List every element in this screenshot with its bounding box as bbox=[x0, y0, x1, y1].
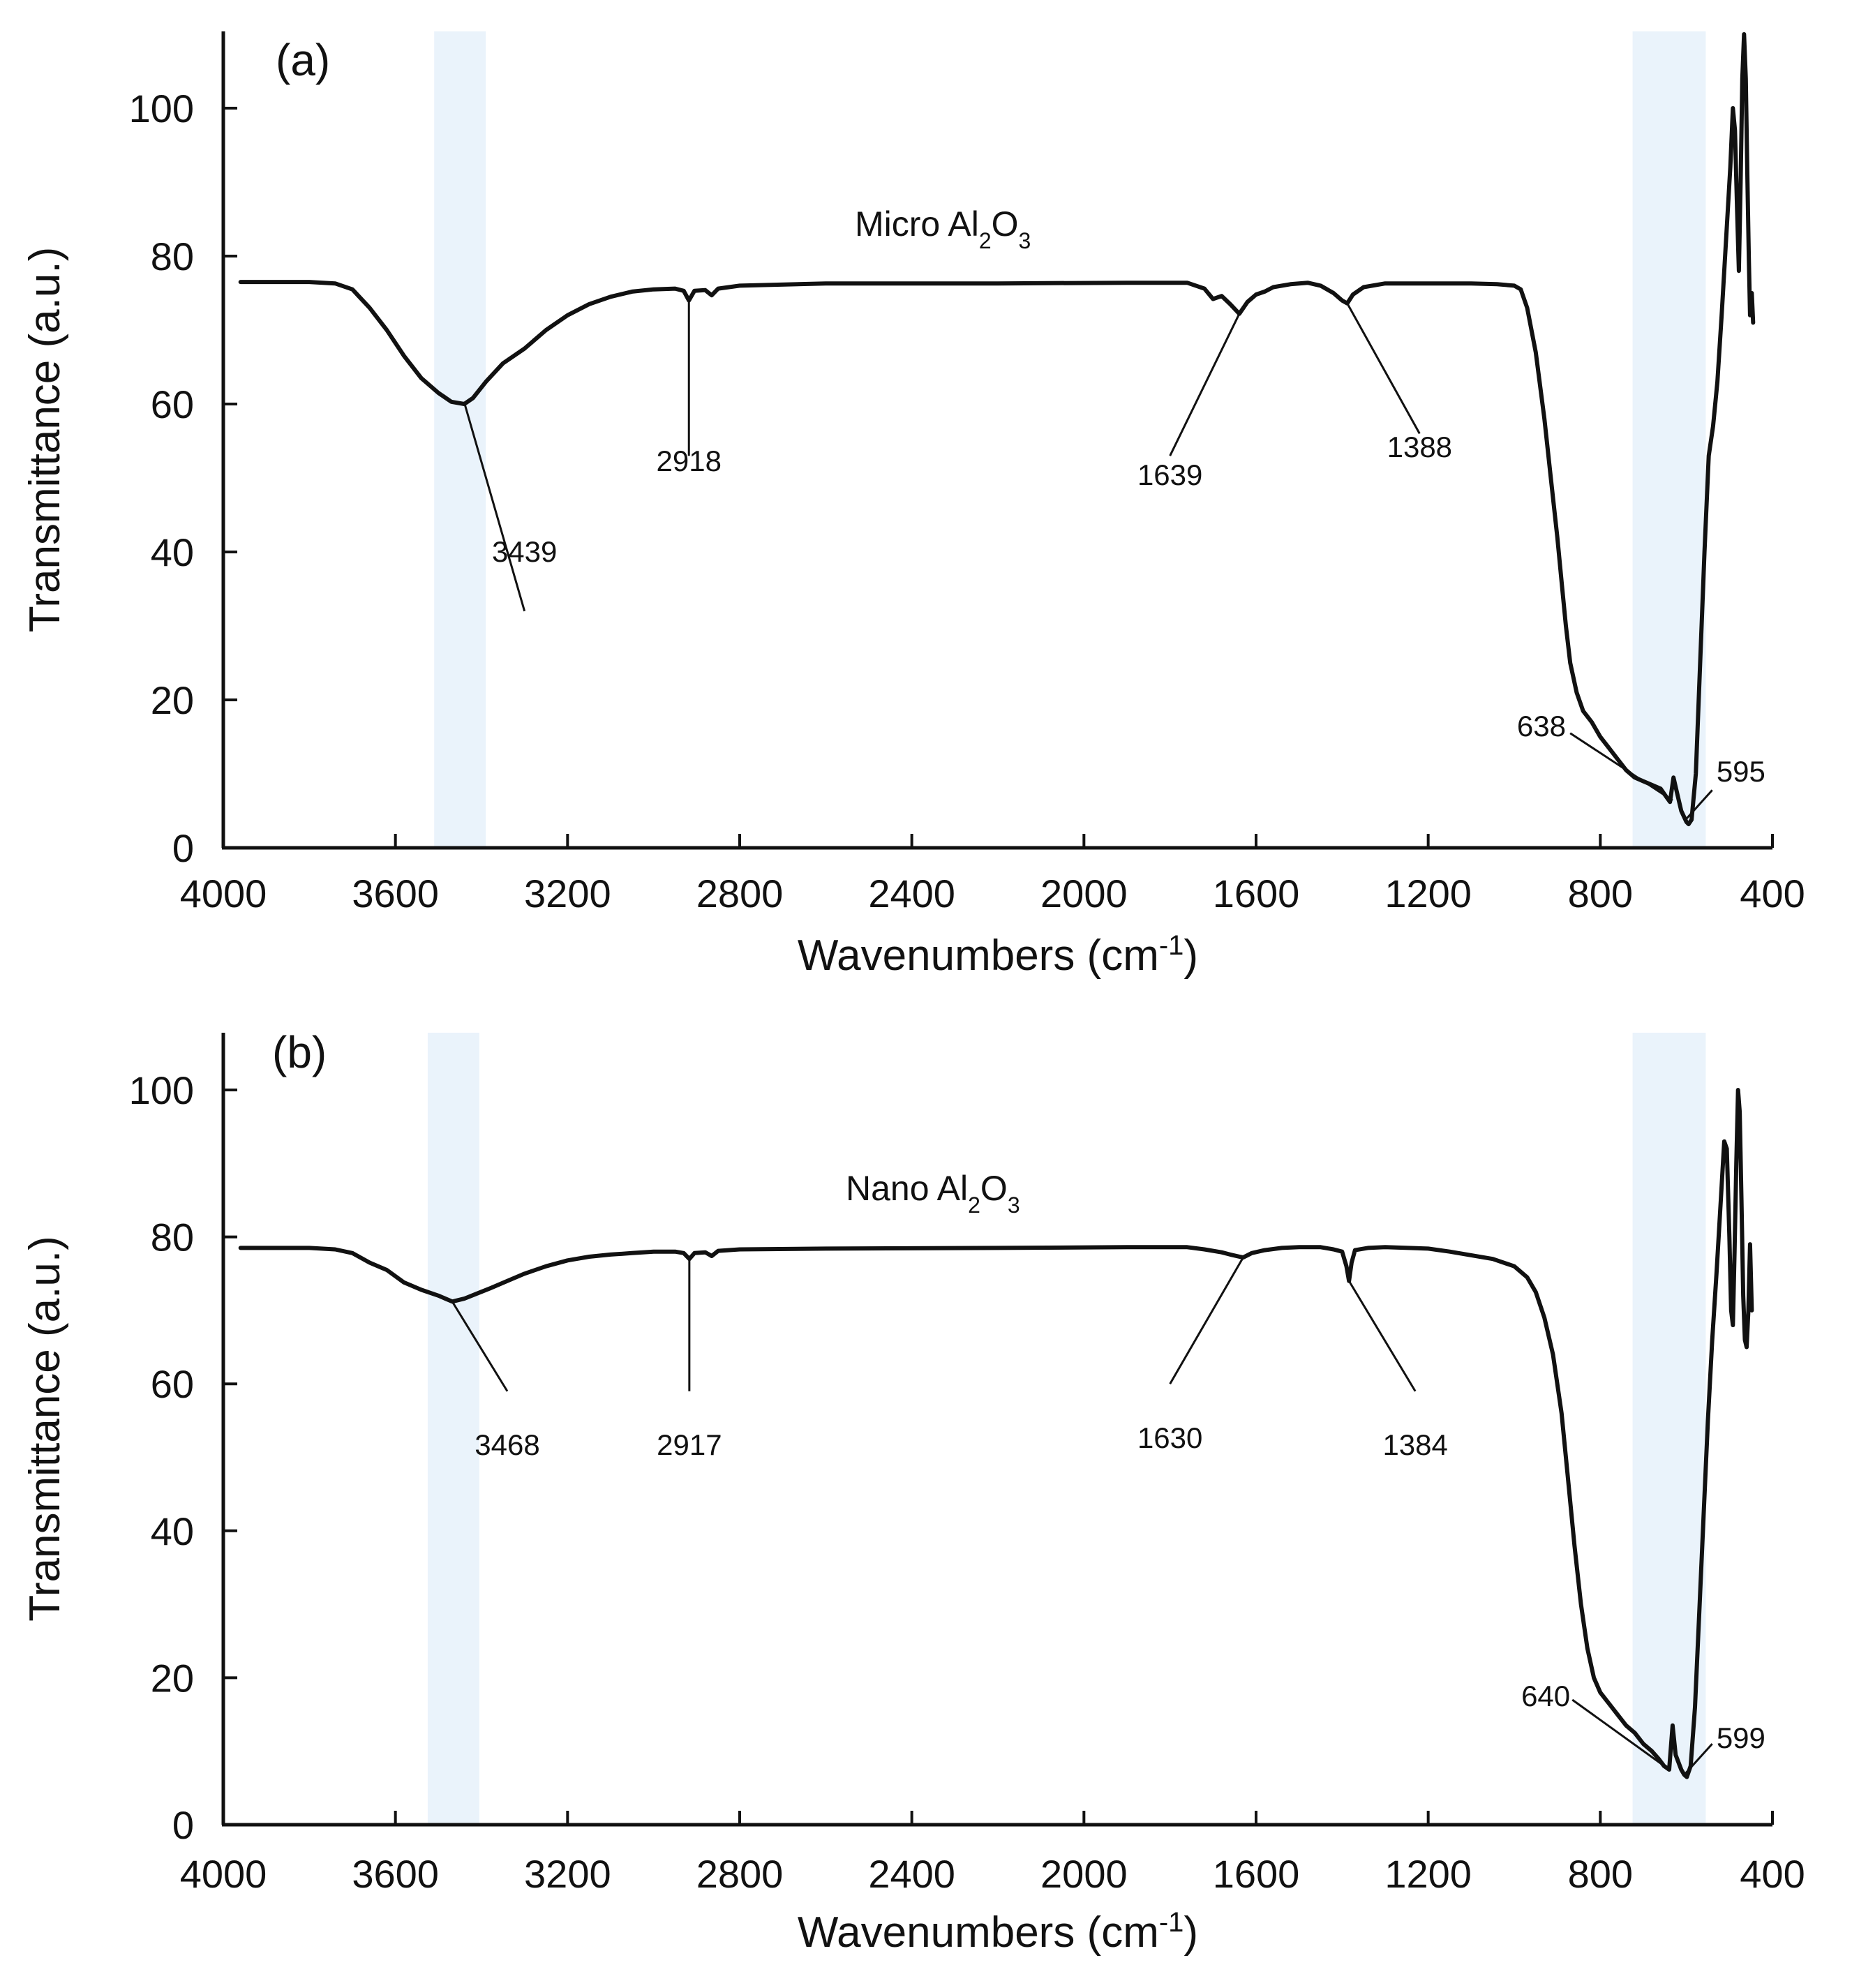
x-tick-label: 2000 bbox=[1040, 1852, 1128, 1896]
x-tick-label: 2400 bbox=[868, 1852, 955, 1896]
peak-label: 599 bbox=[1717, 1721, 1765, 1754]
panel-label: (b) bbox=[272, 1027, 327, 1077]
peak-leader-line bbox=[1169, 1257, 1244, 1384]
x-tick-label: 3200 bbox=[524, 872, 611, 915]
x-axis-title: Wavenumbers (cm-1) bbox=[798, 1907, 1198, 1957]
x-tick-label: 2400 bbox=[868, 872, 955, 915]
y-tick-label: 80 bbox=[151, 234, 194, 278]
spectrum-line bbox=[238, 32, 1756, 827]
x-tick-label: 1600 bbox=[1213, 872, 1300, 915]
peak-leader-line bbox=[1569, 732, 1673, 802]
x-tick-label: 1200 bbox=[1384, 872, 1472, 915]
x-tick-label: 2800 bbox=[696, 872, 784, 915]
peak-label: 3439 bbox=[492, 535, 557, 568]
y-tick-label: 0 bbox=[172, 1803, 194, 1847]
shaded-band bbox=[427, 1033, 479, 1825]
x-tick-label: 2000 bbox=[1040, 872, 1128, 915]
x-tick-label: 3600 bbox=[352, 1852, 439, 1896]
peak-label: 595 bbox=[1717, 755, 1765, 788]
x-tick-label: 1600 bbox=[1213, 1852, 1300, 1896]
y-tick-label: 60 bbox=[151, 382, 194, 426]
peak-label: 638 bbox=[1517, 710, 1566, 742]
spectrum-line bbox=[238, 1088, 1754, 1779]
peak-label: 2917 bbox=[657, 1428, 722, 1461]
series-name-label: Nano Al2O3 bbox=[846, 1169, 1020, 1218]
peak-label: 640 bbox=[1521, 1680, 1570, 1712]
x-tick-label: 400 bbox=[1740, 1852, 1805, 1896]
y-tick-label: 40 bbox=[151, 1509, 194, 1553]
peak-label: 1384 bbox=[1382, 1428, 1447, 1461]
peak-leader-line bbox=[1571, 1698, 1669, 1770]
peak-label: 1388 bbox=[1387, 431, 1452, 463]
y-tick-label: 40 bbox=[151, 530, 194, 574]
x-axis-title: Wavenumbers (cm-1) bbox=[798, 930, 1198, 980]
shaded-band bbox=[434, 31, 486, 848]
peak-label: 2918 bbox=[657, 444, 722, 477]
y-axis-title: Transmittance (a.u.) bbox=[21, 247, 69, 632]
x-tick-label: 4000 bbox=[180, 1852, 267, 1896]
y-tick-label: 20 bbox=[151, 1656, 194, 1700]
shaded-band bbox=[1632, 31, 1706, 848]
peak-leader-line bbox=[1683, 789, 1713, 822]
y-axis-title: Transmittance (a.u.) bbox=[21, 1236, 69, 1621]
y-tick-label: 0 bbox=[172, 826, 194, 870]
peak-leader-line bbox=[463, 403, 526, 612]
x-tick-label: 4000 bbox=[180, 872, 267, 915]
y-tick-label: 60 bbox=[151, 1362, 194, 1406]
panel-label: (a) bbox=[276, 35, 330, 85]
x-tick-label: 3600 bbox=[352, 872, 439, 915]
chart-panel-a: 0 20 40 60 80 100 4000 3600 3200 2800 2400 2000 1600… bbox=[21, 31, 1805, 980]
peak-label: 1630 bbox=[1137, 1421, 1202, 1454]
peak-label: 1639 bbox=[1137, 458, 1202, 491]
x-tick-label: 1200 bbox=[1384, 1852, 1472, 1896]
y-tick-label: 80 bbox=[151, 1216, 194, 1260]
y-tick-label: 100 bbox=[129, 1068, 194, 1112]
peak-label: 3468 bbox=[475, 1428, 539, 1461]
chart-panel-b: 0 20 40 60 80 100 4000 3600 3200 2800 2400 2000 1600… bbox=[21, 1027, 1805, 1957]
x-tick-label: 400 bbox=[1740, 872, 1805, 915]
series-name-label: Micro Al2O3 bbox=[855, 204, 1031, 253]
x-tick-label: 2800 bbox=[696, 1852, 784, 1896]
peak-leader-line bbox=[451, 1301, 509, 1392]
peak-leader-line bbox=[1347, 1280, 1417, 1392]
x-tick-label: 800 bbox=[1568, 1852, 1633, 1896]
x-tick-label: 3200 bbox=[524, 1852, 611, 1896]
x-tick-label: 800 bbox=[1568, 872, 1633, 915]
peak-leader-line bbox=[1346, 303, 1421, 435]
peak-leader-line bbox=[1683, 1743, 1713, 1776]
peak-leader-line bbox=[1169, 313, 1241, 456]
y-tick-label: 20 bbox=[151, 678, 194, 722]
y-tick-label: 100 bbox=[129, 87, 194, 130]
